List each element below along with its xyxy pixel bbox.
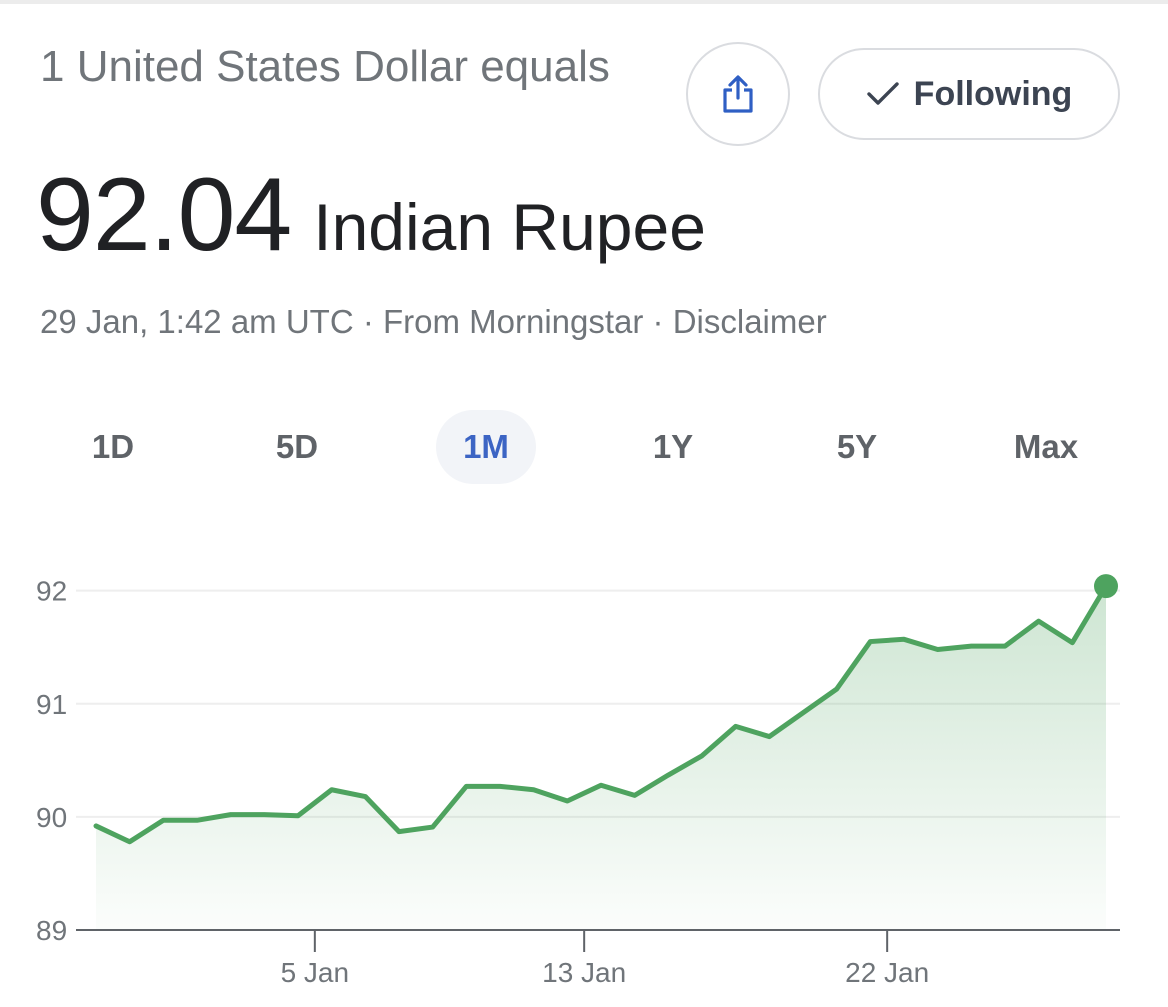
data-point	[868, 639, 873, 644]
data-source: From Morningstar	[382, 303, 644, 340]
data-point	[329, 787, 334, 792]
share-icon	[723, 75, 753, 113]
y-tick-label: 91	[36, 689, 67, 720]
tab-5y[interactable]: 5Y	[812, 410, 902, 484]
tab-label: 1M	[463, 428, 509, 465]
share-button[interactable]	[686, 42, 790, 146]
tab-1y[interactable]: 1Y	[628, 410, 718, 484]
data-point	[94, 823, 99, 828]
data-point	[700, 753, 705, 758]
data-point	[1070, 640, 1075, 645]
meta-separator: ·	[353, 303, 383, 340]
data-point	[1003, 644, 1008, 649]
exchange-rate-chart: 89 90 91 92 5 Jan 13 Jan 22 Jan	[36, 574, 1120, 988]
tab-5d[interactable]: 5D	[252, 410, 342, 484]
data-point	[127, 839, 132, 844]
check-icon	[866, 82, 899, 105]
data-point	[228, 812, 233, 817]
tab-label: 5Y	[836, 428, 878, 465]
latest-point-marker[interactable]	[1094, 574, 1118, 599]
x-tick-label: 5 Jan	[281, 957, 350, 988]
series-line	[93, 583, 1109, 845]
y-tick-label: 90	[36, 802, 67, 833]
data-point	[195, 818, 200, 823]
data-point	[161, 818, 166, 823]
tab-label: 1D	[91, 428, 135, 465]
tab-1m[interactable]: 1M	[436, 410, 536, 484]
data-point	[498, 784, 503, 789]
data-point	[565, 799, 570, 804]
data-point	[430, 825, 435, 830]
data-point	[464, 784, 469, 789]
range-tabs: 1D 5D 1M 1Y 5Y Max	[40, 410, 1140, 486]
data-point	[902, 637, 907, 642]
x-tick-label: 13 Jan	[542, 957, 626, 988]
area-fill	[96, 586, 1106, 930]
tab-label: Max	[1013, 428, 1079, 465]
y-tick-label: 89	[36, 915, 67, 946]
rate-timestamp: 29 Jan, 1:42 am UTC	[40, 303, 354, 340]
data-point	[599, 783, 604, 788]
data-point	[262, 812, 267, 817]
tab-1d[interactable]: 1D	[68, 410, 158, 484]
data-point	[531, 787, 536, 792]
data-point	[666, 773, 671, 778]
following-button[interactable]: Following	[818, 48, 1120, 140]
tab-label: 5D	[275, 428, 319, 465]
data-point	[733, 724, 738, 729]
disclaimer-link[interactable]: Disclaimer	[672, 303, 827, 340]
tab-max[interactable]: Max	[996, 410, 1096, 484]
top-divider	[0, 0, 1168, 4]
data-point	[801, 710, 806, 715]
conversion-subtitle: 1 United States Dollar equals	[40, 42, 610, 91]
target-currency: Indian Rupee	[313, 190, 706, 264]
rate-meta: 29 Jan, 1:42 am UTC · From Morningstar ·…	[40, 300, 827, 344]
following-label: Following	[913, 74, 1073, 113]
data-point	[1036, 619, 1041, 624]
tab-label: 1Y	[652, 428, 694, 465]
y-tick-label: 92	[36, 576, 67, 607]
data-point	[969, 644, 974, 649]
meta-separator: ·	[643, 303, 673, 340]
x-tick-label: 22 Jan	[845, 957, 929, 988]
data-point	[363, 794, 368, 799]
data-point	[397, 829, 402, 834]
rate-value: 92.04	[36, 157, 292, 273]
data-point	[935, 647, 940, 652]
data-point	[834, 687, 839, 692]
data-point	[296, 813, 301, 818]
data-point	[767, 734, 772, 739]
rate-value-line: 92.04 Indian Rupee	[36, 150, 706, 292]
data-point	[632, 793, 637, 798]
